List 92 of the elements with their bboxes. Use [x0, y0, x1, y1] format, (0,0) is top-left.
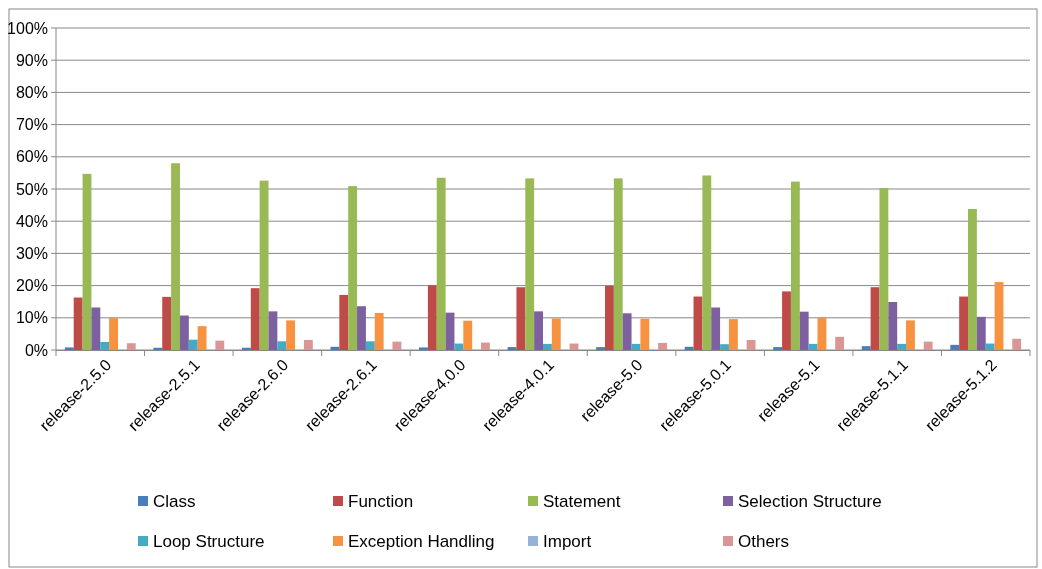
bar	[640, 318, 650, 350]
bar	[658, 342, 667, 350]
bar	[897, 343, 907, 350]
bar	[1012, 338, 1022, 350]
bar	[171, 163, 180, 350]
legend-label: Selection Structure	[738, 491, 882, 511]
legend-label: Function	[348, 491, 414, 511]
bar	[454, 343, 464, 350]
bar	[374, 312, 384, 350]
bar	[365, 341, 375, 350]
bar	[153, 347, 163, 350]
bar	[507, 347, 517, 350]
bar	[790, 181, 800, 350]
bar	[162, 296, 172, 350]
bar	[188, 339, 198, 350]
y-tick-label: 90%	[15, 51, 48, 69]
bar	[100, 341, 110, 350]
bar	[702, 175, 712, 350]
bar	[419, 347, 428, 350]
bar	[835, 336, 845, 350]
y-tick-label: 100%	[7, 19, 48, 37]
bar	[728, 319, 738, 350]
bar	[73, 297, 83, 350]
bar	[551, 318, 561, 350]
bar	[693, 296, 703, 350]
bar	[277, 341, 287, 350]
bar	[994, 282, 1004, 350]
bar	[888, 302, 898, 350]
legend-label: Class	[153, 491, 196, 511]
legend-label: Exception Handling	[348, 531, 495, 551]
bar	[427, 285, 437, 350]
y-tick-label: 70%	[15, 116, 48, 134]
bar	[82, 173, 92, 350]
bar	[861, 346, 871, 350]
bar	[543, 343, 552, 350]
y-tick-label: 10%	[15, 309, 48, 327]
y-tick-label: 80%	[15, 84, 48, 101]
bar	[91, 307, 101, 350]
bar	[799, 311, 809, 350]
legend-label: Statement	[543, 491, 621, 511]
bar	[215, 340, 225, 350]
y-tick-label: 50%	[15, 180, 48, 198]
bar	[968, 208, 977, 350]
bar	[330, 346, 340, 350]
bar	[179, 315, 189, 350]
bar	[126, 343, 136, 350]
bar	[906, 320, 915, 350]
bar	[711, 307, 721, 350]
bar	[250, 288, 260, 350]
bar	[923, 341, 933, 350]
bar	[950, 344, 960, 350]
bar	[596, 347, 605, 350]
bar	[720, 344, 729, 350]
bar	[481, 342, 490, 350]
bar	[339, 294, 349, 350]
bar	[613, 178, 623, 350]
bar	[348, 186, 358, 350]
bar	[959, 296, 969, 350]
bar	[268, 311, 278, 350]
y-tick-label: 60%	[15, 148, 48, 166]
bar	[436, 177, 446, 350]
bar	[64, 347, 74, 350]
bar	[303, 340, 313, 350]
bar	[684, 346, 694, 350]
bar	[516, 287, 526, 350]
bar	[773, 347, 783, 350]
legend-label: Loop Structure	[153, 531, 265, 551]
y-tick-label: 0%	[24, 341, 48, 359]
y-tick-label: 20%	[15, 277, 48, 295]
bar	[241, 347, 251, 350]
bar	[782, 291, 791, 350]
bar	[879, 188, 889, 350]
bar	[870, 287, 880, 350]
legend-label: Import	[543, 531, 592, 551]
bar	[392, 341, 402, 350]
bar	[534, 311, 543, 350]
bar	[286, 320, 296, 350]
bar	[259, 180, 269, 350]
bar	[197, 326, 207, 350]
bar	[817, 317, 827, 350]
bar	[357, 306, 366, 350]
bar	[622, 313, 632, 350]
y-tick-label: 30%	[15, 245, 48, 262]
bar	[746, 340, 756, 350]
bar	[109, 318, 118, 350]
y-tick-label: 40%	[15, 212, 48, 230]
bar	[525, 178, 535, 350]
bar	[985, 343, 995, 350]
bar	[463, 320, 473, 350]
legend-label: Others	[738, 531, 790, 551]
bar	[604, 285, 614, 350]
bar	[976, 316, 986, 350]
